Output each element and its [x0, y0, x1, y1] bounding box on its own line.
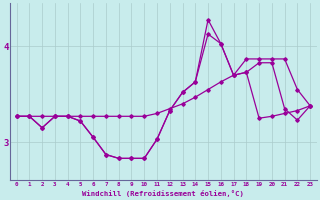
- X-axis label: Windchill (Refroidissement éolien,°C): Windchill (Refroidissement éolien,°C): [83, 190, 244, 197]
